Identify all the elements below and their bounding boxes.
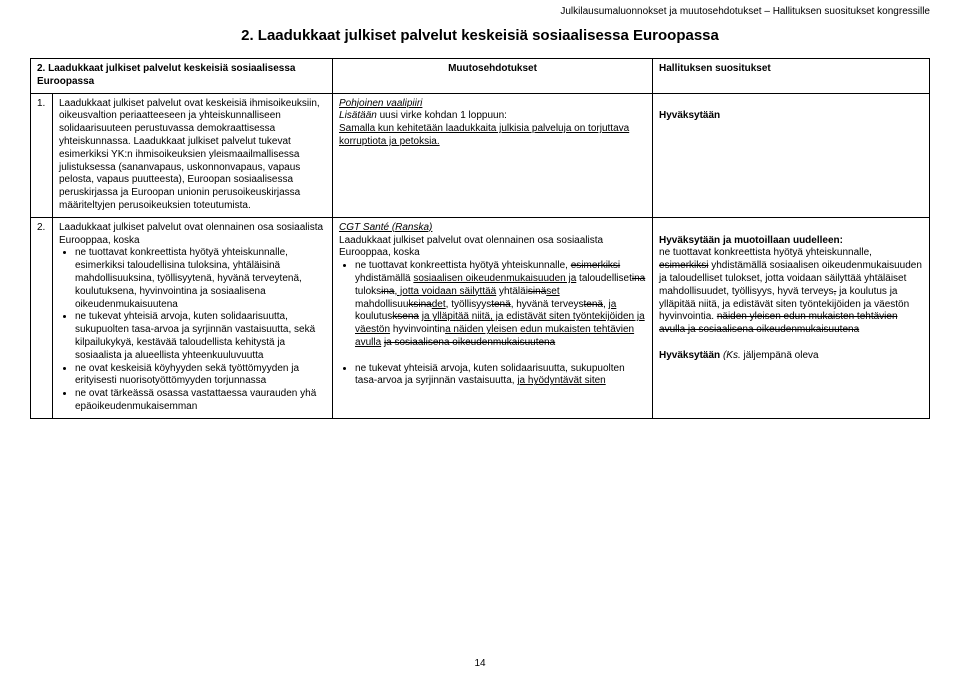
t: ksina <box>408 299 431 310</box>
page-title: 2. Laadukkaat julkiset palvelut keskeisi… <box>30 27 930 44</box>
row1-col2: Pohjoinen vaalipiiri Lisätään uusi virke… <box>333 93 653 217</box>
amendment-text: Samalla kun kehitetään laadukkaita julki… <box>339 123 629 147</box>
t: sinä <box>528 286 546 297</box>
t: mahdollisuu <box>355 299 408 310</box>
org-heading: CGT Santé (Ranska) <box>339 222 432 233</box>
t: koulutus <box>355 311 392 322</box>
row1-col3: Hyväksytään <box>653 93 930 217</box>
region-heading: Pohjoinen vaalipiiri <box>339 98 422 109</box>
list-item: ne tukevat yhteisiä arvoja, kuten solida… <box>355 363 646 389</box>
t: ja hyödyntävät siten <box>517 375 605 386</box>
t: hyvinvointin <box>390 324 445 335</box>
t: ja <box>609 299 617 310</box>
t: yhtäläi <box>496 286 528 297</box>
recommendation: Hyväksytään <box>659 350 723 361</box>
row2-col2: CGT Santé (Ranska) Laadukkaat julkiset p… <box>333 217 653 418</box>
list-item: ne ovat tärkeässä osassa vastattaessa va… <box>75 388 326 414</box>
t: tuloks <box>355 286 381 297</box>
th-topic: 2. Laadukkaat julkiset palvelut keskeisi… <box>31 59 333 94</box>
page-header: Julkilausumaluonnokset ja muutosehdotuks… <box>30 6 930 17</box>
amendments-table: 2. Laadukkaat julkiset palvelut keskeisi… <box>30 58 930 419</box>
amendment-verb: Lisätään <box>339 110 377 121</box>
t: set <box>546 286 559 297</box>
row1-col1: Laadukkaat julkiset palvelut ovat keskei… <box>53 93 333 217</box>
page-number: 14 <box>0 658 960 669</box>
t: ne tuottavat konkreettista hyötyä yhteis… <box>355 260 571 271</box>
t: jäljempänä oleva <box>741 350 819 361</box>
list-item: ne tukevat yhteisiä arvoja, kuten solida… <box>75 311 326 362</box>
t: , työllisyys <box>446 299 492 310</box>
row2-col3: Hyväksytään ja muotoillaan uudelleen: ne… <box>653 217 930 418</box>
th-recommendations: Hallituksen suositukset <box>653 59 930 94</box>
t: (Ks. <box>723 350 741 361</box>
list-item: ne tuottavat konkreettista hyötyä yhteis… <box>75 247 326 311</box>
t: yhdistämällä <box>355 273 413 284</box>
t: ina <box>632 273 645 284</box>
t: sosiaalisen oikeudenmukaisuuden ja <box>413 273 576 284</box>
t: , hyvänä terveys <box>511 299 584 310</box>
row2-col1-lead: Laadukkaat julkiset palvelut ovat olenna… <box>59 222 323 246</box>
table-header-row: 2. Laadukkaat julkiset palvelut keskeisi… <box>31 59 930 94</box>
recommendation: Hyväksytään ja muotoillaan uudelleen: <box>659 235 843 246</box>
t: taloudelliset <box>576 273 632 284</box>
list-item: ne tuottavat konkreettista hyötyä yhteis… <box>355 260 646 350</box>
row2-col2-bullets: ne tuottavat konkreettista hyötyä yhteis… <box>339 260 646 350</box>
t: esimerkiksi <box>659 260 708 271</box>
row2-col1-bullets: ne tuottavat konkreettista hyötyä yhteis… <box>59 247 326 413</box>
t: ksena <box>392 311 419 322</box>
t: esimerkiksi <box>571 260 620 271</box>
t: ina <box>381 286 394 297</box>
t: tenä <box>584 299 603 310</box>
table-row: 2. Laadukkaat julkiset palvelut ovat ole… <box>31 217 930 418</box>
row2-col2-lead: Laadukkaat julkiset palvelut ovat olenna… <box>339 235 603 259</box>
table-row: 1. Laadukkaat julkiset palvelut ovat kes… <box>31 93 930 217</box>
row2-col1: Laadukkaat julkiset palvelut ovat olenna… <box>53 217 333 418</box>
row-number: 1. <box>31 93 53 217</box>
row-number: 2. <box>31 217 53 418</box>
list-item: ne ovat keskeisiä köyhyyden sekä työttöm… <box>75 363 326 389</box>
t: det <box>432 299 446 310</box>
th-amendments: Muutosehdotukset <box>333 59 653 94</box>
t: tenä <box>491 299 510 310</box>
t: , jotta voidaan säilyttää <box>395 286 497 297</box>
t: ne tuottavat konkreettista hyötyä yhteis… <box>659 247 872 258</box>
row2-col2-bullets2: ne tukevat yhteisiä arvoja, kuten solida… <box>339 363 646 389</box>
amendment-target: uusi virke kohdan 1 loppuun: <box>377 110 507 121</box>
t: ja sosiaalisena oikeudenmukaisuutena <box>384 337 555 348</box>
recommendation: Hyväksytään <box>659 110 720 121</box>
